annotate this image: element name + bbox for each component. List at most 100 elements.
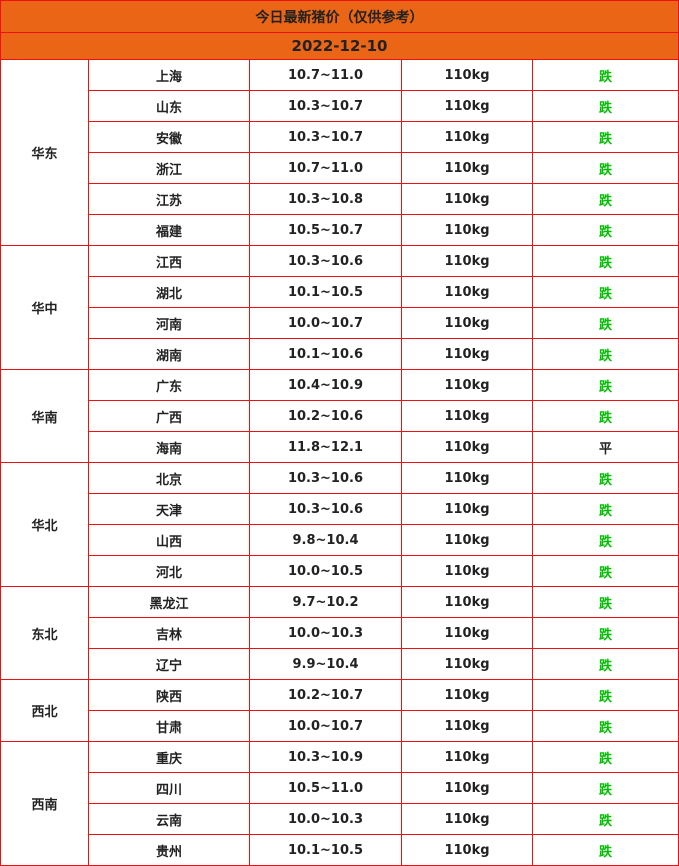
weight-cell: 110kg: [401, 648, 533, 680]
price-cell: 10.3~10.6: [249, 462, 402, 494]
trend-cell: 跌: [531, 462, 679, 494]
trend-cell: 跌: [531, 245, 679, 277]
price-cell: 10.1~10.5: [249, 276, 402, 308]
weight-cell: 110kg: [401, 431, 533, 463]
region-cell: 华北: [0, 462, 89, 587]
region-cell: 华中: [0, 245, 89, 370]
weight-cell: 110kg: [401, 741, 533, 773]
trend-cell: 跌: [531, 400, 679, 432]
trend-cell: 跌: [531, 121, 679, 153]
region-cell: 东北: [0, 586, 89, 680]
province-cell: 吉林: [88, 617, 250, 649]
trend-cell: 跌: [531, 338, 679, 370]
price-cell: 10.0~10.5: [249, 555, 402, 587]
price-cell: 10.3~10.6: [249, 493, 402, 525]
weight-cell: 110kg: [401, 245, 533, 277]
province-cell: 广东: [88, 369, 250, 401]
table-row: 天津 10.3~10.6 110kg 跌: [1, 493, 679, 525]
table-row: 河北 10.0~10.5 110kg 跌: [1, 555, 679, 587]
table-row: 辽宁 9.9~10.4 110kg 跌: [1, 648, 679, 680]
price-cell: 9.7~10.2: [249, 586, 402, 618]
province-cell: 湖南: [88, 338, 250, 370]
trend-cell: 跌: [531, 772, 679, 804]
trend-cell: 跌: [531, 617, 679, 649]
trend-cell: 跌: [531, 555, 679, 587]
weight-cell: 110kg: [401, 679, 533, 711]
trend-cell: 跌: [531, 803, 679, 835]
price-cell: 10.1~10.6: [249, 338, 402, 370]
province-cell: 福建: [88, 214, 250, 246]
price-cell: 10.0~10.7: [249, 307, 402, 339]
trend-cell: 跌: [531, 679, 679, 711]
weight-cell: 110kg: [401, 617, 533, 649]
table-row: 华北 北京 10.3~10.6 110kg 跌: [0, 462, 679, 587]
province-cell: 河南: [88, 307, 250, 339]
weight-cell: 110kg: [401, 276, 533, 308]
trend-cell: 跌: [531, 214, 679, 246]
table-row: 华东 上海 10.7~11.0 110kg 跌: [0, 59, 679, 246]
table-row: 山西 9.8~10.4 110kg 跌: [1, 524, 679, 556]
trend-cell: 跌: [531, 524, 679, 556]
trend-cell: 平: [531, 431, 679, 463]
weight-cell: 110kg: [401, 803, 533, 835]
province-cell: 山西: [88, 524, 250, 556]
trend-cell: 跌: [531, 59, 679, 91]
table-row: 安徽 10.3~10.7 110kg 跌: [1, 121, 679, 153]
trend-cell: 跌: [531, 493, 679, 525]
trend-cell: 跌: [531, 183, 679, 215]
table-row: 华中 江西 10.3~10.6 110kg 跌: [0, 245, 679, 370]
table-row: 云南 10.0~10.3 110kg 跌: [1, 803, 679, 835]
table-row: 广西 10.2~10.6 110kg 跌: [1, 400, 679, 432]
trend-cell: 跌: [531, 834, 679, 866]
title-row: 今日最新猪价（仅供参考）: [0, 0, 679, 33]
price-cell: 10.5~11.0: [249, 772, 402, 804]
table-row: 福建 10.5~10.7 110kg 跌: [1, 214, 679, 246]
weight-cell: 110kg: [401, 183, 533, 215]
trend-cell: 跌: [531, 586, 679, 618]
province-cell: 河北: [88, 555, 250, 587]
weight-cell: 110kg: [401, 152, 533, 184]
table-row: 河南 10.0~10.7 110kg 跌: [1, 307, 679, 339]
province-cell: 云南: [88, 803, 250, 835]
region-cell: 华南: [0, 369, 89, 463]
price-cell: 10.3~10.9: [249, 741, 402, 773]
province-cell: 广西: [88, 400, 250, 432]
weight-cell: 110kg: [401, 555, 533, 587]
trend-cell: 跌: [531, 276, 679, 308]
table-row: 山东 10.3~10.7 110kg 跌: [1, 90, 679, 122]
province-cell: 重庆: [88, 741, 250, 773]
province-cell: 江苏: [88, 183, 250, 215]
date-label: 2022-12-10: [0, 32, 679, 60]
price-cell: 10.3~10.6: [249, 245, 402, 277]
table-row: 西北 陕西 10.2~10.7 110kg 跌: [0, 679, 679, 742]
table-row: 江苏 10.3~10.8 110kg 跌: [1, 183, 679, 215]
weight-cell: 110kg: [401, 834, 533, 866]
province-cell: 辽宁: [88, 648, 250, 680]
table-row: 华南 广东 10.4~10.9 110kg 跌: [0, 369, 679, 463]
weight-cell: 110kg: [401, 493, 533, 525]
weight-cell: 110kg: [401, 121, 533, 153]
weight-cell: 110kg: [401, 338, 533, 370]
province-cell: 江西: [88, 245, 250, 277]
province-cell: 海南: [88, 431, 250, 463]
price-cell: 10.2~10.7: [249, 679, 402, 711]
weight-cell: 110kg: [401, 214, 533, 246]
region-cell: 西北: [0, 679, 89, 742]
region-cell: 华东: [0, 59, 89, 246]
trend-cell: 跌: [531, 710, 679, 742]
weight-cell: 110kg: [401, 90, 533, 122]
weight-cell: 110kg: [401, 369, 533, 401]
price-cell: 10.4~10.9: [249, 369, 402, 401]
trend-cell: 跌: [531, 741, 679, 773]
trend-cell: 跌: [531, 307, 679, 339]
price-cell: 10.3~10.7: [249, 90, 402, 122]
price-cell: 10.0~10.7: [249, 710, 402, 742]
price-cell: 9.8~10.4: [249, 524, 402, 556]
weight-cell: 110kg: [401, 710, 533, 742]
trend-cell: 跌: [531, 648, 679, 680]
table-row: 西南 重庆 10.3~10.9 110kg 跌: [0, 741, 679, 866]
province-cell: 天津: [88, 493, 250, 525]
province-cell: 贵州: [88, 834, 250, 866]
table-row: 甘肃 10.0~10.7 110kg 跌: [1, 710, 679, 742]
province-cell: 甘肃: [88, 710, 250, 742]
